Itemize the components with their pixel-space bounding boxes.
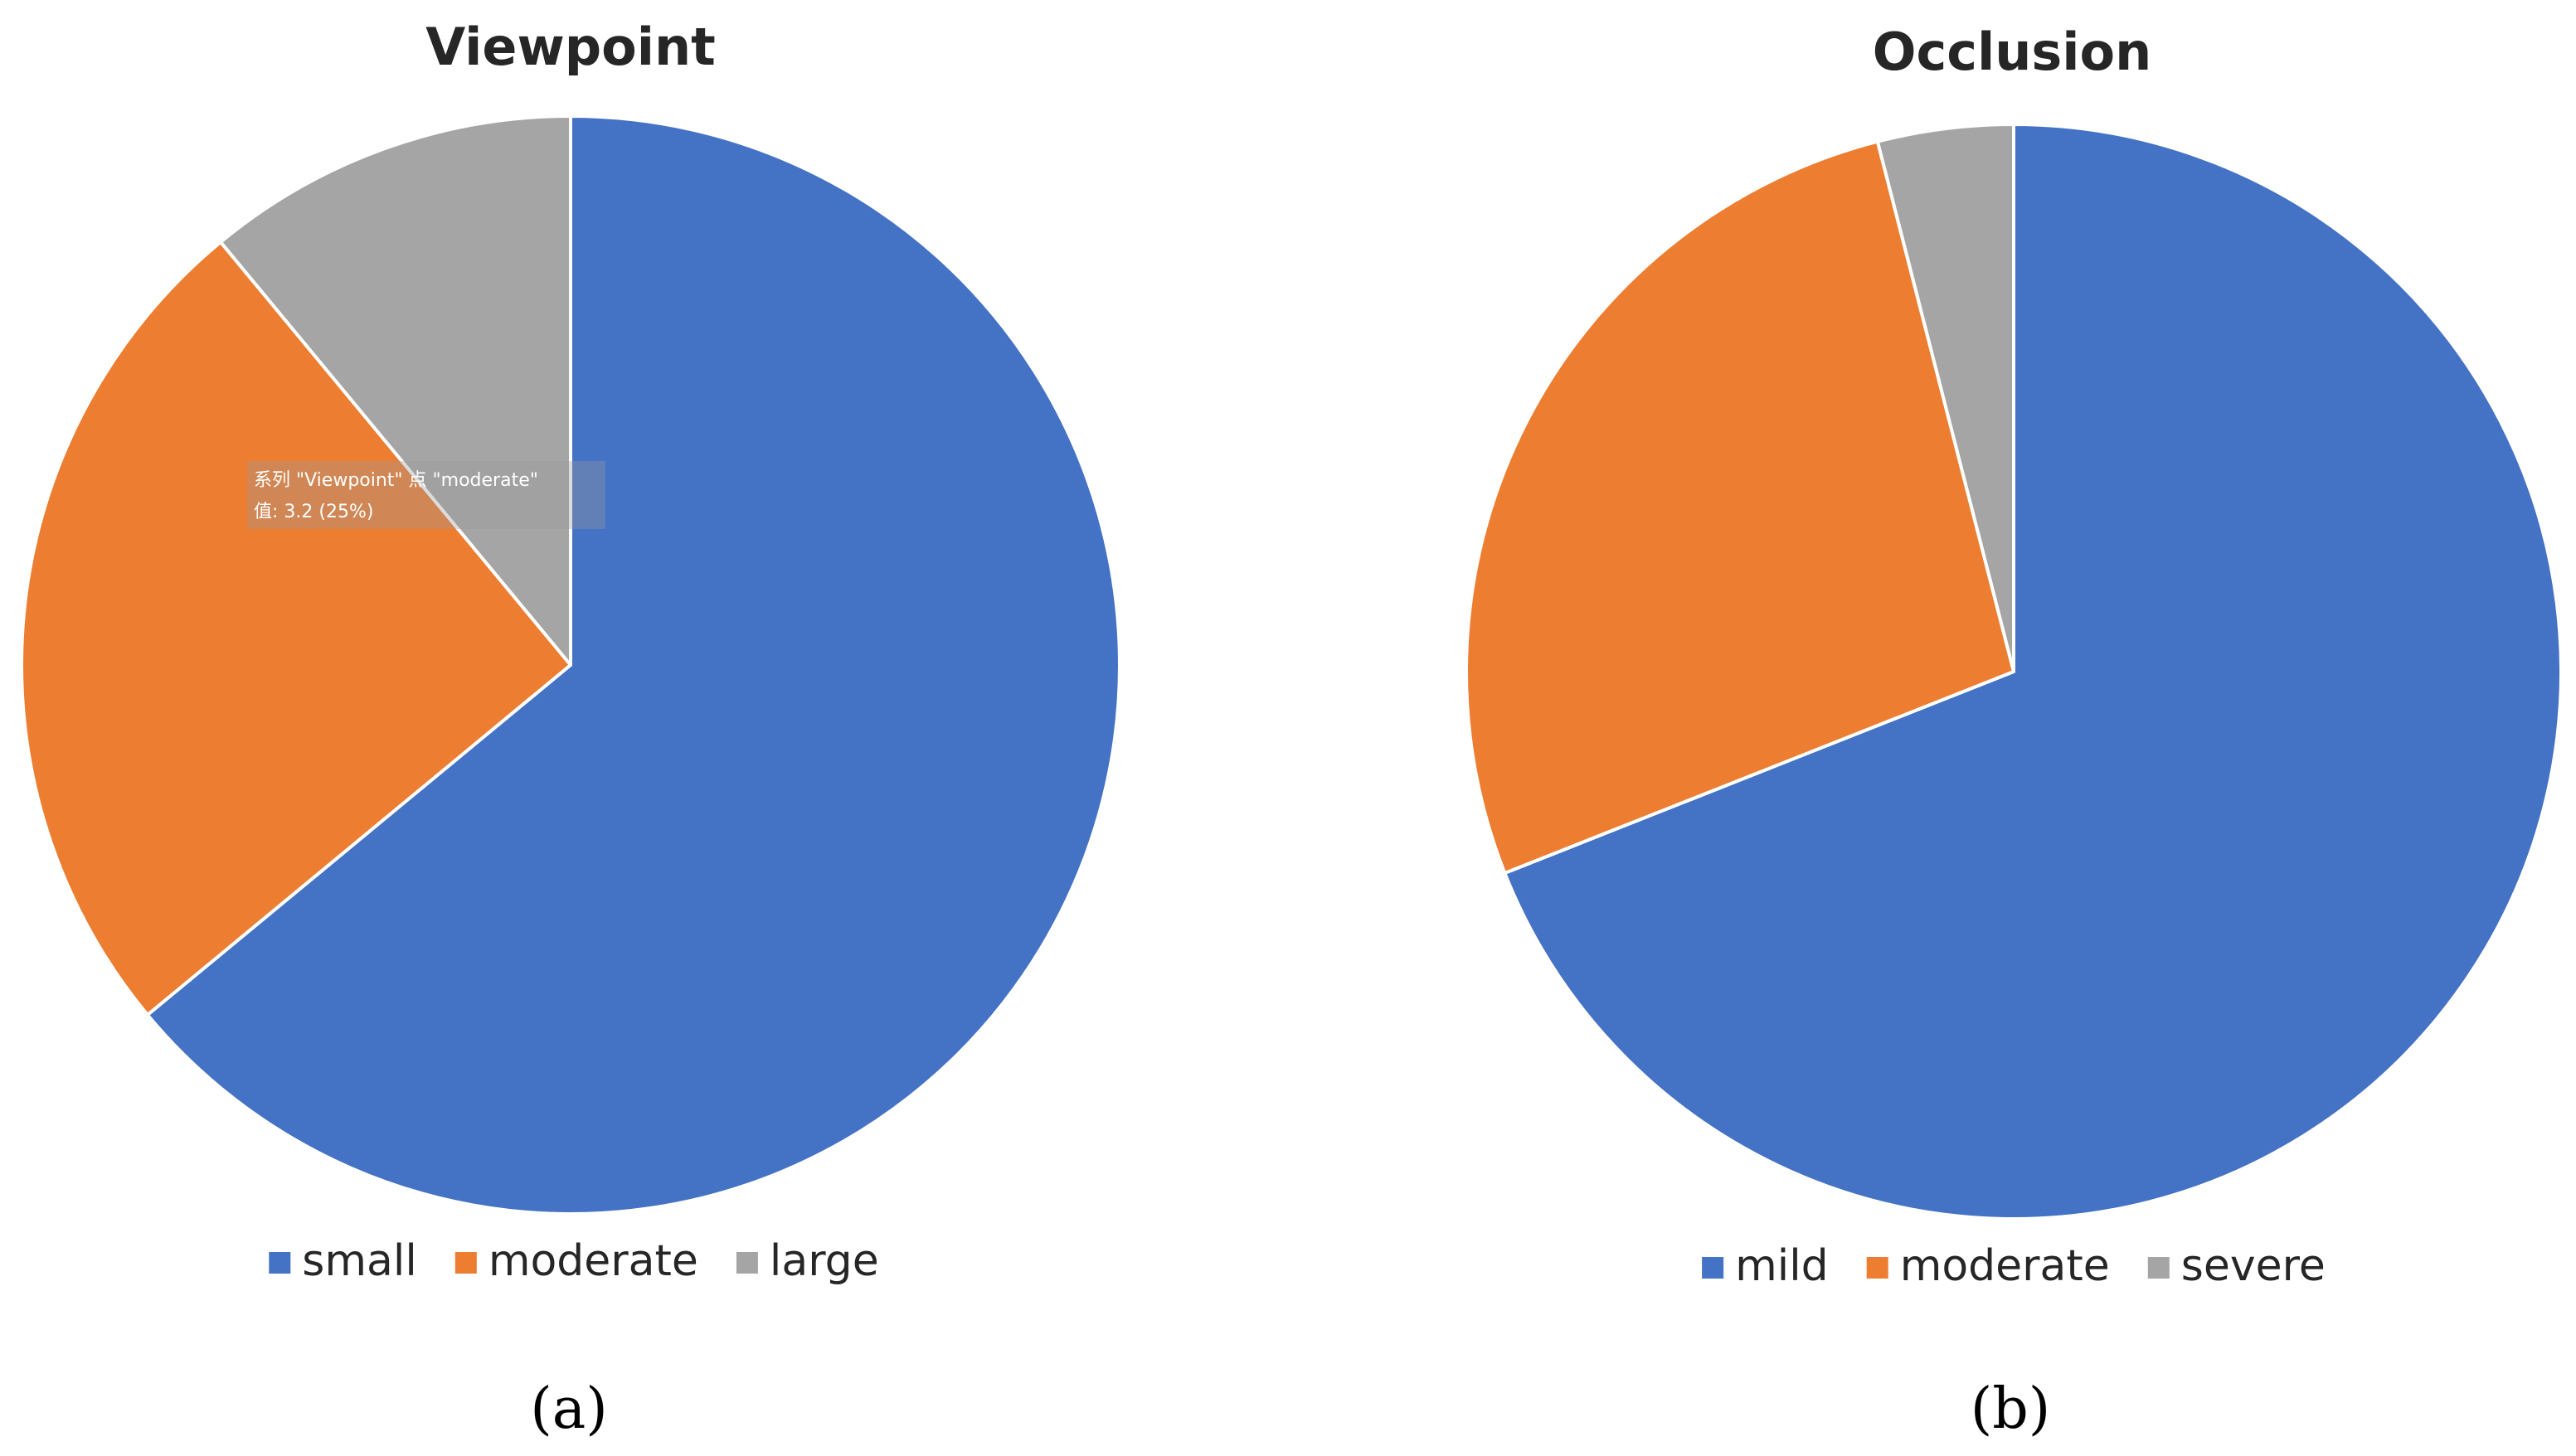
- chart-title-occlusion: Occlusion: [1873, 22, 2152, 82]
- legend-label: moderate: [488, 1236, 698, 1286]
- pie-slice-moderate[interactable]: [20, 240, 572, 1017]
- legend-swatch: [454, 1252, 477, 1274]
- legend-item-mild[interactable]: mild: [1702, 1241, 1829, 1291]
- legend-item-moderate[interactable]: moderate: [1866, 1241, 2110, 1291]
- legend-viewpoint: small moderate large: [269, 1236, 879, 1286]
- pie-slice-large[interactable]: [219, 114, 572, 667]
- legend-occlusion: mild moderate severe: [1702, 1241, 2326, 1291]
- chart-title-viewpoint: Viewpoint: [425, 17, 715, 77]
- legend-item-small[interactable]: small: [269, 1236, 417, 1286]
- tooltip-line-1: 系列 "Viewpoint" 点 "moderate": [254, 470, 538, 491]
- legend-label: severe: [2181, 1241, 2326, 1291]
- legend-swatch: [2147, 1257, 2170, 1279]
- chart-occlusion: Occlusion mild moderate severe (b): [1465, 22, 2563, 1442]
- pie-slice-moderate[interactable]: [1465, 139, 2015, 875]
- legend-swatch: [1702, 1257, 1724, 1279]
- tooltip-box: [247, 461, 605, 529]
- legend-label: small: [302, 1236, 417, 1286]
- pie-occlusion[interactable]: [1465, 123, 2563, 1221]
- pie-slice-small[interactable]: [145, 114, 1121, 1216]
- legend-item-moderate[interactable]: moderate: [454, 1236, 698, 1286]
- legend-swatch: [269, 1252, 291, 1274]
- legend-label: mild: [1735, 1241, 1829, 1291]
- legend-swatch: [1866, 1257, 1888, 1279]
- tooltip-line-2: 值: 3.2 (25%): [254, 502, 373, 522]
- chart-viewpoint: Viewpoint small moderate large (a) 系列 "Vie…: [20, 17, 1121, 1442]
- pie-slice-severe[interactable]: [1875, 123, 2015, 673]
- data-tooltip: 系列 "Viewpoint" 点 "moderate" 值: 3.2 (25%): [247, 461, 605, 529]
- panel-label-a: (a): [530, 1376, 608, 1442]
- legend-swatch: [736, 1252, 758, 1274]
- pie-viewpoint[interactable]: [20, 114, 1121, 1216]
- legend-label: moderate: [1900, 1241, 2110, 1291]
- legend-item-large[interactable]: large: [736, 1236, 879, 1286]
- panel-label-b: (b): [1971, 1376, 2051, 1442]
- legend-label: large: [770, 1236, 879, 1286]
- pie-slice-mild[interactable]: [1503, 123, 2563, 1221]
- legend-item-severe[interactable]: severe: [2147, 1241, 2326, 1291]
